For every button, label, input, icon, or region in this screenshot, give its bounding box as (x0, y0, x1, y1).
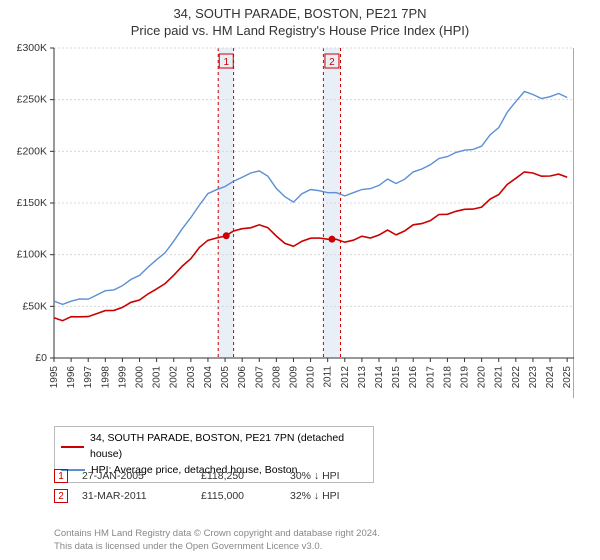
svg-text:2013: 2013 (357, 366, 368, 389)
svg-text:2004: 2004 (203, 366, 214, 389)
svg-text:2021: 2021 (494, 366, 505, 389)
title-address: 34, SOUTH PARADE, BOSTON, PE21 7PN (0, 6, 600, 23)
sale-date: 31-MAR-2011 (82, 490, 187, 502)
title-block: 34, SOUTH PARADE, BOSTON, PE21 7PN Price… (0, 0, 600, 44)
svg-text:2016: 2016 (408, 366, 419, 389)
svg-text:£100K: £100K (17, 249, 47, 261)
svg-text:2005: 2005 (220, 366, 231, 389)
svg-text:£150K: £150K (17, 197, 47, 209)
svg-text:2020: 2020 (477, 366, 488, 389)
sale-row: 1 27-JAN-2005 £118,250 30% ↓ HPI (54, 466, 380, 486)
svg-text:£0: £0 (35, 352, 47, 364)
svg-text:2003: 2003 (186, 366, 197, 389)
svg-text:2022: 2022 (511, 366, 522, 389)
svg-text:2008: 2008 (271, 366, 282, 389)
price-chart: £0£50K£100K£150K£200K£250K£300K199519961… (54, 48, 574, 398)
svg-text:2002: 2002 (169, 366, 180, 389)
svg-text:2018: 2018 (442, 366, 453, 389)
svg-text:2011: 2011 (323, 366, 334, 388)
sale-index-box: 1 (54, 469, 68, 483)
sale-delta: 32% ↓ HPI (290, 490, 380, 502)
sales-table: 1 27-JAN-2005 £118,250 30% ↓ HPI 2 31-MAR-201… (54, 466, 380, 506)
sale-price: £115,000 (201, 490, 276, 502)
svg-text:2025: 2025 (562, 366, 573, 389)
sale-price: £118,250 (201, 470, 276, 482)
svg-text:1996: 1996 (66, 366, 77, 389)
svg-text:2010: 2010 (306, 366, 317, 389)
svg-text:2007: 2007 (254, 366, 265, 389)
title-subtitle: Price paid vs. HM Land Registry's House … (0, 23, 600, 40)
svg-text:£50K: £50K (22, 300, 47, 312)
sale-index-box: 2 (54, 489, 68, 503)
footer-line1: Contains HM Land Registry data © Crown c… (54, 528, 380, 541)
svg-text:2019: 2019 (460, 366, 471, 389)
svg-text:2009: 2009 (288, 366, 299, 389)
sale-date: 27-JAN-2005 (82, 470, 187, 482)
svg-text:2024: 2024 (545, 366, 556, 389)
legend-label: 34, SOUTH PARADE, BOSTON, PE21 7PN (deta… (90, 431, 367, 463)
svg-text:£200K: £200K (17, 145, 47, 157)
svg-text:2023: 2023 (528, 366, 539, 389)
svg-text:2: 2 (329, 57, 335, 68)
svg-text:2017: 2017 (425, 366, 436, 389)
legend-swatch (61, 446, 84, 448)
svg-text:2015: 2015 (391, 366, 402, 389)
footer-attribution: Contains HM Land Registry data © Crown c… (54, 528, 380, 554)
svg-text:1: 1 (223, 57, 229, 68)
svg-text:1998: 1998 (100, 366, 111, 389)
legend-item: 34, SOUTH PARADE, BOSTON, PE21 7PN (deta… (61, 431, 367, 463)
svg-text:1999: 1999 (117, 366, 128, 389)
svg-text:2001: 2001 (152, 366, 163, 389)
svg-text:1995: 1995 (49, 366, 60, 389)
svg-text:£300K: £300K (17, 42, 47, 54)
svg-text:2000: 2000 (135, 366, 146, 389)
sale-row: 2 31-MAR-2011 £115,000 32% ↓ HPI (54, 486, 380, 506)
svg-text:2012: 2012 (340, 366, 351, 389)
svg-text:£250K: £250K (17, 94, 47, 106)
svg-text:1997: 1997 (83, 366, 94, 389)
sale-delta: 30% ↓ HPI (290, 470, 380, 482)
svg-text:2006: 2006 (237, 366, 248, 389)
svg-text:2014: 2014 (374, 366, 385, 389)
footer-line2: This data is licensed under the Open Gov… (54, 541, 380, 554)
